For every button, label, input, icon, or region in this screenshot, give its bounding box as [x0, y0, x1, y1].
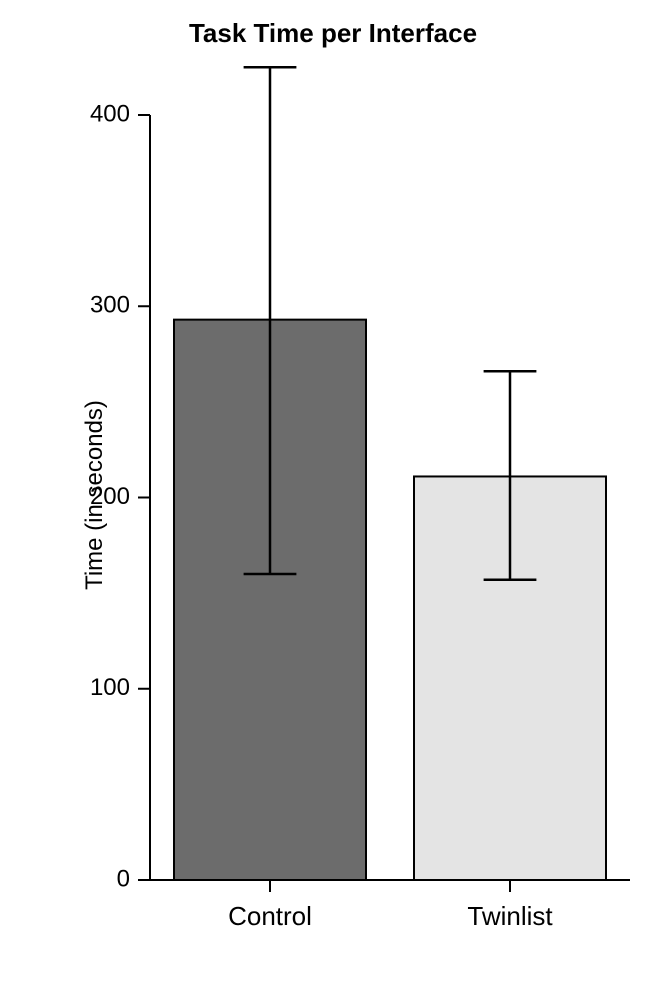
y-tick-label: 300: [90, 292, 130, 319]
x-tick-label: Control: [228, 901, 312, 931]
chart-svg: 0 100 200 300 400 Control Twinlist: [0, 0, 666, 990]
x-tick-label: Twinlist: [467, 901, 553, 931]
y-tick-label: 100: [90, 674, 130, 701]
y-tick-label: 0: [117, 865, 130, 892]
chart-container: { "chart": { "type": "bar", "title": "Ta…: [0, 0, 666, 990]
y-tick-label: 200: [90, 483, 130, 510]
y-tick-label: 400: [90, 100, 130, 127]
